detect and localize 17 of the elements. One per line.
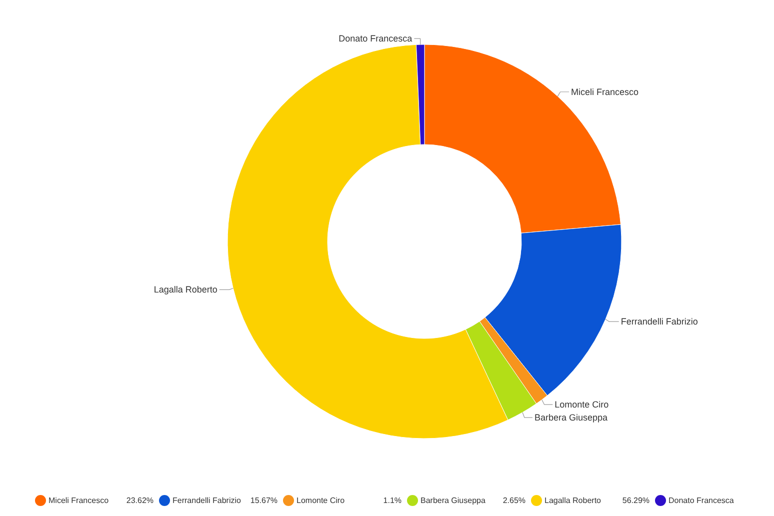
slice-label: Lomonte Ciro <box>554 400 609 410</box>
legend-label: Ferrandelli Fabrizio <box>172 496 242 505</box>
legend-label: Donato Francesca <box>668 496 734 505</box>
slice-label: Donato Francesca <box>338 34 412 44</box>
legend-label: Lomonte Ciro <box>296 496 346 505</box>
data-label: 1.1% <box>383 496 402 505</box>
data-label: 56.29% <box>622 496 650 505</box>
data-label: 2.65% <box>502 496 526 505</box>
legend-label: Miceli Francesco <box>48 496 110 505</box>
slice-label: Miceli Francesco <box>571 86 639 97</box>
slice-label: Lagalla Roberto <box>154 284 218 295</box>
legend-label: Barbera Giuseppa <box>420 496 486 505</box>
legend-label: Lagalla Roberto <box>544 496 602 505</box>
slice-label: Ferrandelli Fabrizio <box>620 316 698 327</box>
data-label: 23.62% <box>126 496 154 505</box>
data-label: 15.67% <box>250 496 278 505</box>
slice-label: Barbera Giuseppa <box>534 412 608 423</box>
